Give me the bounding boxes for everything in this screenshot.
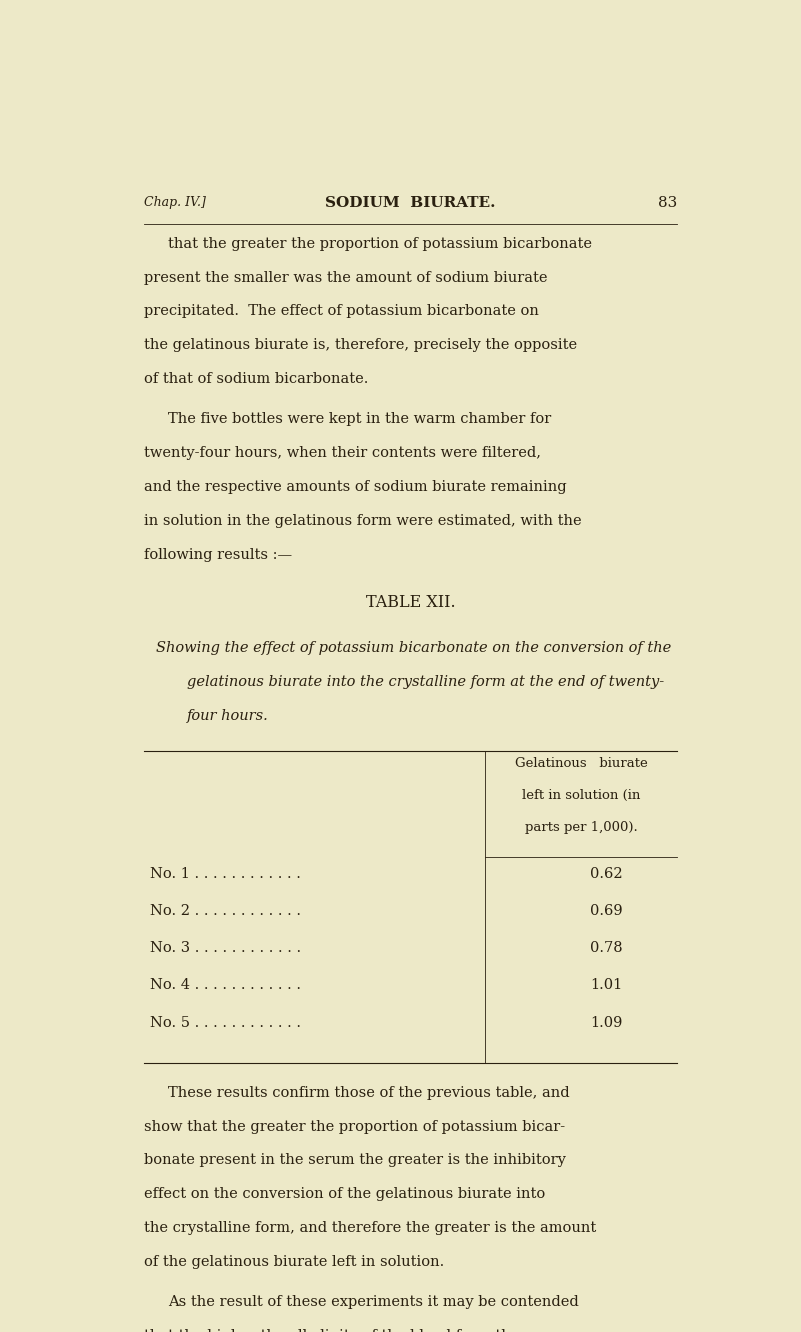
Text: No. 1 . . . . . . . . . . . .: No. 1 . . . . . . . . . . . . bbox=[150, 867, 300, 880]
Text: 83: 83 bbox=[658, 196, 678, 209]
Text: 1.09: 1.09 bbox=[590, 1016, 622, 1030]
Text: of the gelatinous biurate left in solution.: of the gelatinous biurate left in soluti… bbox=[143, 1255, 444, 1269]
Text: the gelatinous biurate is, therefore, precisely the opposite: the gelatinous biurate is, therefore, pr… bbox=[143, 338, 577, 352]
Text: parts per 1,000).: parts per 1,000). bbox=[525, 822, 638, 834]
Text: 0.69: 0.69 bbox=[590, 904, 622, 918]
Text: of that of sodium bicarbonate.: of that of sodium bicarbonate. bbox=[143, 372, 368, 386]
Text: left in solution (in: left in solution (in bbox=[522, 789, 641, 802]
Text: show that the greater the proportion of potassium bicar-: show that the greater the proportion of … bbox=[143, 1120, 565, 1134]
Text: No. 3 . . . . . . . . . . . .: No. 3 . . . . . . . . . . . . bbox=[150, 942, 301, 955]
Text: These results confirm those of the previous table, and: These results confirm those of the previ… bbox=[168, 1086, 570, 1100]
Text: SODIUM  BIURATE.: SODIUM BIURATE. bbox=[325, 196, 496, 209]
Text: Gelatinous   biurate: Gelatinous biurate bbox=[515, 757, 647, 770]
Text: As the result of these experiments it may be contended: As the result of these experiments it ma… bbox=[168, 1295, 579, 1309]
Text: No. 2 . . . . . . . . . . . .: No. 2 . . . . . . . . . . . . bbox=[150, 904, 301, 918]
Text: that the higher the alkalinity of the blood from the pre-: that the higher the alkalinity of the bl… bbox=[143, 1329, 553, 1332]
Text: effect on the conversion of the gelatinous biurate into: effect on the conversion of the gelatino… bbox=[143, 1187, 545, 1201]
Text: No. 4 . . . . . . . . . . . .: No. 4 . . . . . . . . . . . . bbox=[150, 979, 301, 992]
Text: that the greater the proportion of potassium bicarbonate: that the greater the proportion of potas… bbox=[168, 237, 593, 250]
Text: four hours.: four hours. bbox=[187, 709, 269, 723]
Text: Chap. IV.]: Chap. IV.] bbox=[143, 196, 205, 209]
Text: in solution in the gelatinous form were estimated, with the: in solution in the gelatinous form were … bbox=[143, 514, 582, 527]
Text: bonate present in the serum the greater is the inhibitory: bonate present in the serum the greater … bbox=[143, 1154, 566, 1167]
Text: The five bottles were kept in the warm chamber for: The five bottles were kept in the warm c… bbox=[168, 412, 552, 426]
Text: TABLE XII.: TABLE XII. bbox=[366, 594, 455, 610]
Text: 0.62: 0.62 bbox=[590, 867, 622, 880]
Text: No. 5 . . . . . . . . . . . .: No. 5 . . . . . . . . . . . . bbox=[150, 1016, 301, 1030]
Text: gelatinous biurate into the crystalline form at the end of twenty-: gelatinous biurate into the crystalline … bbox=[187, 675, 664, 689]
Text: following results :—: following results :— bbox=[143, 547, 292, 562]
Text: and the respective amounts of sodium biurate remaining: and the respective amounts of sodium biu… bbox=[143, 480, 566, 494]
Text: Showing the effect of potassium bicarbonate on the conversion of the: Showing the effect of potassium bicarbon… bbox=[156, 641, 671, 655]
Text: the crystalline form, and therefore the greater is the amount: the crystalline form, and therefore the … bbox=[143, 1221, 596, 1235]
Text: precipitated.  The effect of potassium bicarbonate on: precipitated. The effect of potassium bi… bbox=[143, 305, 538, 318]
Text: 1.01: 1.01 bbox=[590, 979, 622, 992]
Text: twenty-four hours, when their contents were filtered,: twenty-four hours, when their contents w… bbox=[143, 446, 541, 460]
Text: present the smaller was the amount of sodium biurate: present the smaller was the amount of so… bbox=[143, 270, 547, 285]
Text: 0.78: 0.78 bbox=[590, 942, 622, 955]
